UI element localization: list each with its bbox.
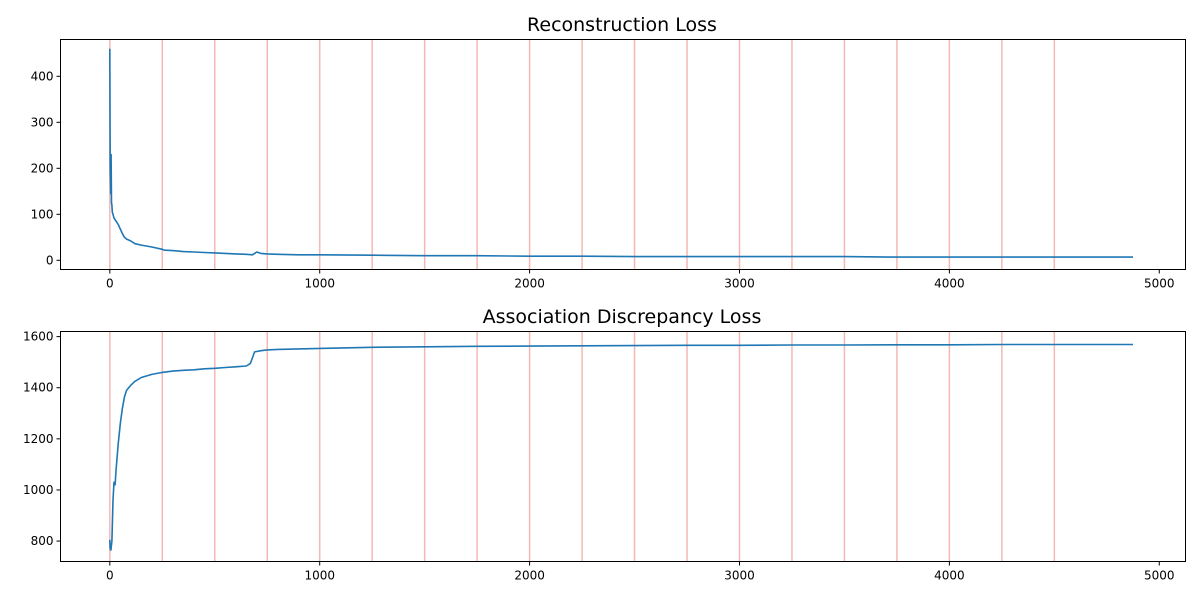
x-tick-label: 5000	[1144, 277, 1175, 291]
reconstruction-loss-panel: Reconstruction Loss 0 1000 2000 3000 4000 500…	[31, 14, 1186, 291]
x-tick-label: 1000	[304, 277, 335, 291]
y-tick-label: 200	[31, 161, 54, 175]
association-discrepancy-loss-title: Association Discrepancy Loss	[483, 306, 762, 328]
y-tick-label: 400	[31, 69, 54, 83]
y-tick-label: 1400	[23, 381, 54, 395]
x-tick-label: 4000	[934, 569, 965, 583]
y-tick-label: 1200	[23, 432, 54, 446]
association-discrepancy-loss-y-ticks: 800 1000 1200 1400 1600	[23, 330, 61, 548]
association-discrepancy-loss-x-ticks: 0 1000 2000 3000 4000 5000	[106, 561, 1175, 583]
reconstruction-loss-axes-frame	[60, 39, 1186, 270]
reconstruction-loss-title: Reconstruction Loss	[527, 14, 717, 36]
x-tick-label: 3000	[724, 277, 755, 291]
y-tick-label: 1000	[23, 483, 54, 497]
epoch-markers	[109, 331, 1056, 562]
association-discrepancy-loss-line	[109, 343, 1133, 551]
x-tick-label: 2000	[514, 569, 545, 583]
x-tick-label: 4000	[934, 277, 965, 291]
y-tick-label: 0	[46, 253, 54, 267]
y-tick-label: 300	[31, 115, 54, 129]
epoch-markers	[109, 39, 1056, 270]
reconstruction-loss-x-ticks: 0 1000 2000 3000 4000 5000	[106, 269, 1175, 291]
association-discrepancy-loss-panel: Association Discrepancy Loss 0 1000 2000 30…	[23, 306, 1186, 583]
association-discrepancy-loss-axes-frame	[60, 331, 1186, 562]
reconstruction-loss-line	[109, 48, 1133, 258]
reconstruction-loss-y-ticks: 0 100 200 300 400	[31, 69, 61, 267]
y-tick-label: 1600	[23, 330, 54, 344]
x-tick-label: 3000	[724, 569, 755, 583]
y-tick-label: 800	[31, 534, 54, 548]
x-tick-label: 1000	[304, 569, 335, 583]
y-tick-label: 100	[31, 207, 54, 221]
x-tick-label: 2000	[514, 277, 545, 291]
x-tick-label: 5000	[1144, 569, 1175, 583]
association-discrepancy-loss-series	[109, 343, 1133, 551]
reconstruction-loss-series	[109, 48, 1133, 258]
x-tick-label: 0	[106, 277, 114, 291]
x-tick-label: 0	[106, 569, 114, 583]
